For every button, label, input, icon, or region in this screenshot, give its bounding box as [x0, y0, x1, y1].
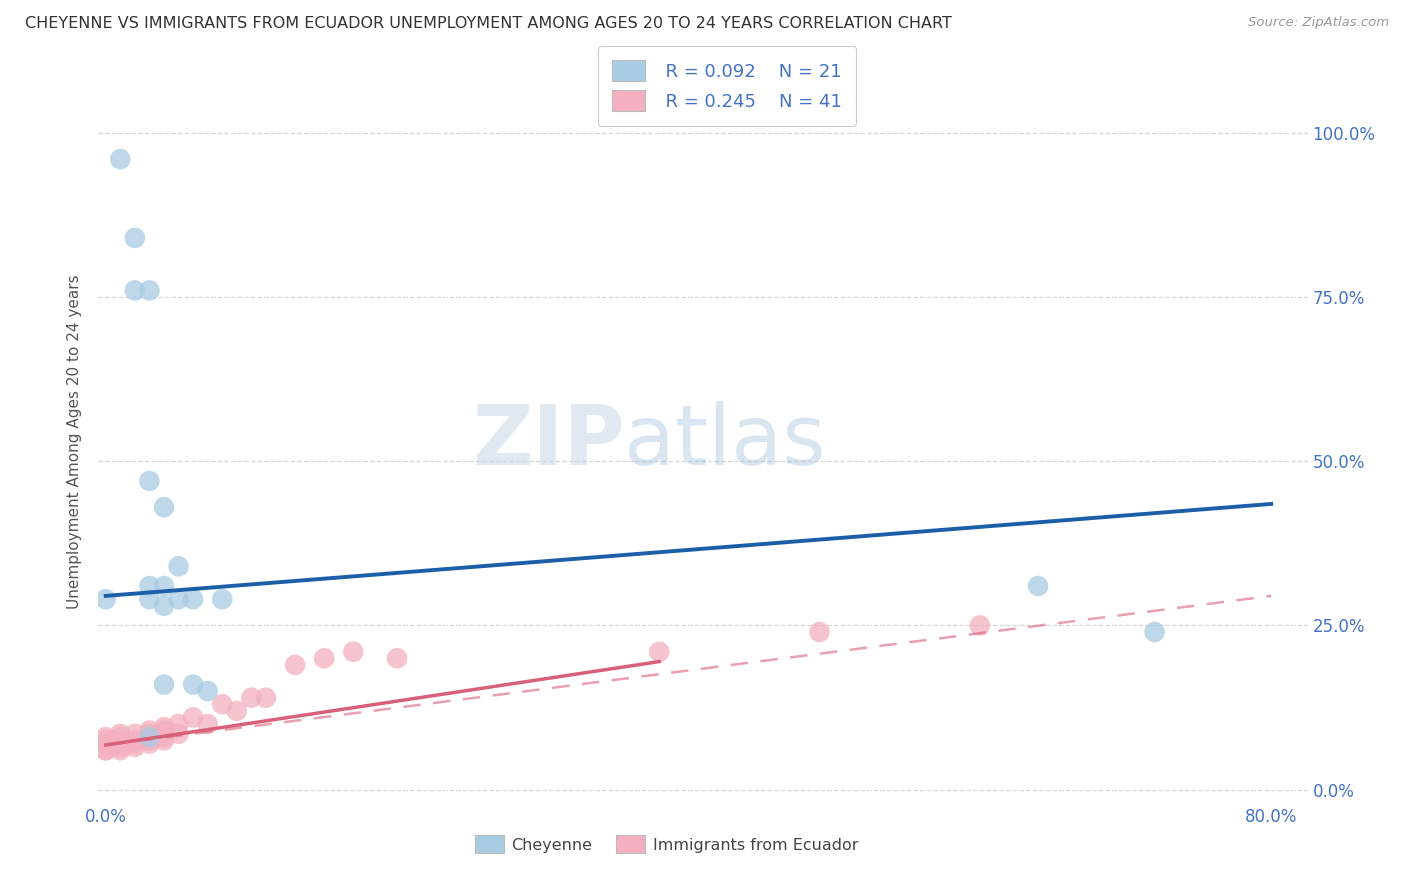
Point	[138, 730, 160, 744]
Point	[94, 733, 117, 747]
Point	[969, 618, 991, 632]
Text: atlas: atlas	[624, 401, 827, 482]
Point	[124, 733, 146, 747]
Point	[101, 737, 124, 751]
Text: Source: ZipAtlas.com: Source: ZipAtlas.com	[1249, 16, 1389, 29]
Text: ZIP: ZIP	[472, 401, 624, 482]
Point	[138, 592, 160, 607]
Point	[94, 730, 117, 744]
Point	[138, 733, 160, 747]
Point	[808, 625, 831, 640]
Point	[284, 657, 307, 672]
Y-axis label: Unemployment Among Ages 20 to 24 years: Unemployment Among Ages 20 to 24 years	[67, 274, 83, 609]
Point	[110, 727, 132, 741]
Point	[138, 474, 160, 488]
Point	[385, 651, 408, 665]
Point	[124, 737, 146, 751]
Point	[110, 739, 132, 754]
Point	[254, 690, 277, 705]
Point	[124, 284, 146, 298]
Point	[94, 592, 117, 607]
Point	[167, 592, 190, 607]
Legend: Cheyenne, Immigrants from Ecuador: Cheyenne, Immigrants from Ecuador	[468, 829, 865, 860]
Point	[101, 733, 124, 747]
Point	[94, 737, 117, 751]
Point	[138, 579, 160, 593]
Point	[314, 651, 336, 665]
Point	[94, 743, 117, 757]
Point	[153, 730, 176, 744]
Point	[648, 645, 671, 659]
Point	[1026, 579, 1049, 593]
Point	[110, 737, 132, 751]
Point	[211, 698, 233, 712]
Point	[138, 730, 160, 744]
Point	[124, 727, 146, 741]
Point	[342, 645, 364, 659]
Point	[138, 284, 160, 298]
Point	[153, 500, 176, 515]
Point	[181, 677, 204, 691]
Point	[124, 739, 146, 754]
Text: CHEYENNE VS IMMIGRANTS FROM ECUADOR UNEMPLOYMENT AMONG AGES 20 TO 24 YEARS CORRE: CHEYENNE VS IMMIGRANTS FROM ECUADOR UNEM…	[25, 16, 952, 31]
Point	[124, 231, 146, 245]
Point	[153, 733, 176, 747]
Point	[197, 717, 219, 731]
Point	[153, 579, 176, 593]
Point	[181, 710, 204, 724]
Point	[211, 592, 233, 607]
Point	[1143, 625, 1166, 640]
Point	[110, 152, 132, 166]
Point	[167, 559, 190, 574]
Point	[153, 723, 176, 738]
Point	[197, 684, 219, 698]
Point	[153, 720, 176, 734]
Point	[167, 727, 190, 741]
Point	[138, 737, 160, 751]
Point	[225, 704, 247, 718]
Point	[110, 743, 132, 757]
Point	[240, 690, 263, 705]
Point	[153, 599, 176, 613]
Point	[167, 717, 190, 731]
Point	[138, 723, 160, 738]
Point	[110, 730, 132, 744]
Point	[153, 677, 176, 691]
Point	[181, 592, 204, 607]
Point	[138, 727, 160, 741]
Point	[94, 743, 117, 757]
Point	[94, 737, 117, 751]
